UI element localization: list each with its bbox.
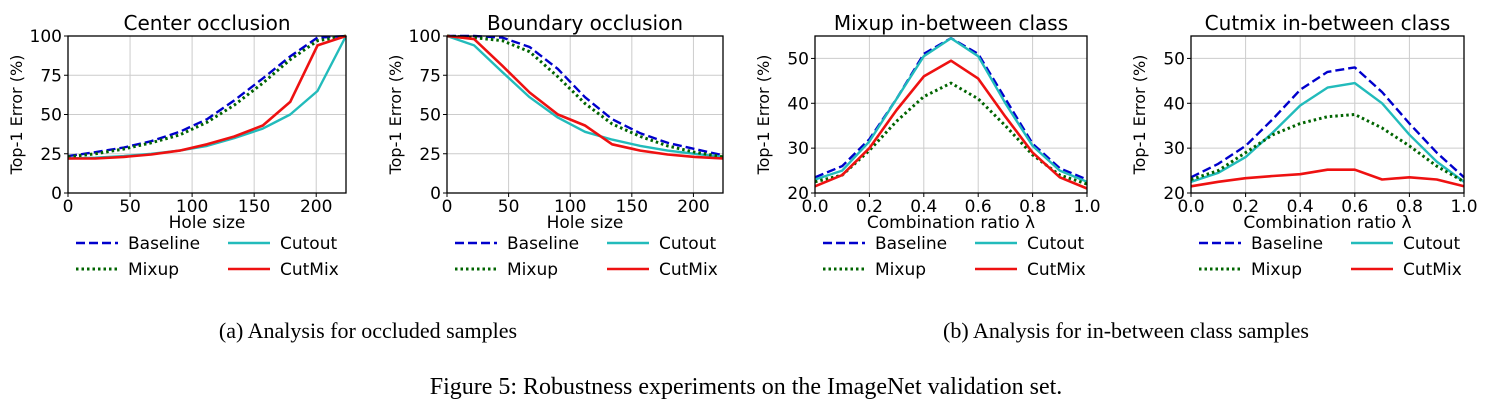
legend-label-cutmix: CutMix <box>659 260 718 280</box>
x-tick-label: 0.6 <box>965 197 992 217</box>
x-tick-label: 1.0 <box>1073 197 1100 217</box>
x-tick-label: 100 <box>554 197 586 217</box>
x-tick-label: 150 <box>238 197 270 217</box>
legend-label-mixup: Mixup <box>507 260 558 280</box>
legend-label-baseline: Baseline <box>128 234 200 254</box>
legend-label-baseline: Baseline <box>1251 234 1323 254</box>
caption-a: (a) Analysis for occluded samples <box>219 318 517 343</box>
chart-title: Cutmix in-between class <box>1205 11 1451 35</box>
x-tick-label: 50 <box>119 197 141 217</box>
y-tick-label: 75 <box>40 66 62 86</box>
chart-3: 0.0 0.2 0.4 0.6 0.8 1.0 20 30 40 50 Mixup in-betwe… <box>754 11 1101 280</box>
legend-label-cutmix: CutMix <box>280 260 339 280</box>
y-tick-label: 100 <box>409 27 441 47</box>
y-axis-label: Top-1 Error (%) <box>7 55 26 176</box>
series-line-baseline <box>447 34 724 157</box>
legend: Baseline Cutout Mixup CutMix <box>455 234 718 280</box>
y-tick-label: 50 <box>1163 49 1185 69</box>
y-axis-label: Top-1 Error (%) <box>1130 55 1149 176</box>
series-line-baseline <box>1190 66 1465 179</box>
legend-label-cutout: Cutout <box>280 234 337 254</box>
y-tick-label: 25 <box>40 145 62 165</box>
legend-label-cutout: Cutout <box>1027 234 1084 254</box>
series-line-mixup <box>446 34 724 159</box>
x-tick-label: 200 <box>677 197 709 217</box>
chart-title: Center occlusion <box>123 11 290 35</box>
legend-label-cutmix: CutMix <box>1027 260 1086 280</box>
x-axis-label: Hole size <box>547 213 624 233</box>
x-tick-label: 0 <box>63 197 74 217</box>
chart-1: 0 50 100 150 200 0 25 50 75 100 Center occlusion Ho… <box>7 11 348 280</box>
x-tick-label: 50 <box>498 197 520 217</box>
x-tick-label: 0.0 <box>1177 197 1204 217</box>
series-line-cutout <box>1190 81 1465 183</box>
y-tick-label: 50 <box>419 106 441 126</box>
x-tick-label: 0.6 <box>1341 197 1368 217</box>
legend: Baseline Cutout Mixup CutMix <box>1199 234 1462 280</box>
y-tick-label: 40 <box>1163 94 1185 114</box>
y-tick-label: 75 <box>419 66 441 86</box>
series-line-cutmix <box>814 59 1088 190</box>
y-tick-label: 30 <box>787 139 809 159</box>
x-axis-label: Combination ratio λ <box>1243 213 1411 233</box>
legend-label-cutout: Cutout <box>659 234 716 254</box>
y-axis-label: Top-1 Error (%) <box>386 55 405 176</box>
series-line-cutmix <box>1190 168 1465 188</box>
y-axis-label: Top-1 Error (%) <box>754 55 773 176</box>
x-tick-label: 200 <box>300 197 332 217</box>
legend-label-baseline: Baseline <box>875 234 947 254</box>
series-line-mixup <box>67 34 347 159</box>
y-tick-label: 0 <box>430 184 441 204</box>
x-tick-label: 0.4 <box>1287 197 1314 217</box>
y-tick-label: 30 <box>1163 139 1185 159</box>
chart-title: Boundary occlusion <box>487 11 683 35</box>
x-axis-label: Hole size <box>169 213 246 233</box>
x-tick-label: 0.4 <box>910 197 937 217</box>
x-axis-label: Combination ratio λ <box>867 213 1035 233</box>
legend-label-baseline: Baseline <box>507 234 579 254</box>
legend-label-mixup: Mixup <box>128 260 179 280</box>
y-tick-label: 100 <box>30 27 62 47</box>
x-tick-label: 0.2 <box>1232 197 1259 217</box>
series-line-cutout <box>446 34 724 159</box>
y-tick-label: 20 <box>787 184 809 204</box>
series-line-mixup <box>814 81 1088 186</box>
legend-label-cutmix: CutMix <box>1403 260 1462 280</box>
y-tick-label: 50 <box>40 106 62 126</box>
y-tick-label: 20 <box>1163 184 1185 204</box>
figure-caption: Figure 5: Robustness experiments on the … <box>430 374 1063 400</box>
x-tick-label: 100 <box>176 197 208 217</box>
legend: Baseline Cutout Mixup CutMix <box>823 234 1086 280</box>
x-tick-label: 0.0 <box>801 197 828 217</box>
chart-2: 0 50 100 150 200 0 25 50 75 100 Boundary occlusion… <box>386 11 724 280</box>
plot-frame <box>814 35 1088 194</box>
x-tick-label: 150 <box>616 197 648 217</box>
y-tick-label: 25 <box>419 145 441 165</box>
x-tick-label: 0.8 <box>1019 197 1046 217</box>
x-tick-label: 0.2 <box>856 197 883 217</box>
plot-frame <box>1190 35 1465 194</box>
legend-label-mixup: Mixup <box>875 260 926 280</box>
series-line-cutmix <box>68 34 347 160</box>
x-tick-label: 1.0 <box>1450 197 1477 217</box>
legend-label-mixup: Mixup <box>1251 260 1302 280</box>
series-line-cutout <box>814 37 1088 183</box>
chart-4: 0.0 0.2 0.4 0.6 0.8 1.0 20 30 40 50 Cutmix in-betw… <box>1130 11 1478 280</box>
legend: Baseline Cutout Mixup CutMix <box>76 234 339 280</box>
y-tick-label: 50 <box>787 49 809 69</box>
y-tick-label: 40 <box>787 94 809 114</box>
chart-title: Mixup in-between class <box>834 11 1068 35</box>
series-line-cutmix <box>446 34 724 160</box>
series-line-baseline <box>67 34 347 158</box>
x-tick-label: 0 <box>442 197 453 217</box>
x-tick-label: 0.8 <box>1396 197 1423 217</box>
series-line-cutout <box>67 35 348 160</box>
legend-label-cutout: Cutout <box>1403 234 1460 254</box>
y-tick-label: 0 <box>51 184 62 204</box>
series-line-mixup <box>1190 113 1465 184</box>
caption-b: (b) Analysis for in-between class sample… <box>943 318 1309 343</box>
